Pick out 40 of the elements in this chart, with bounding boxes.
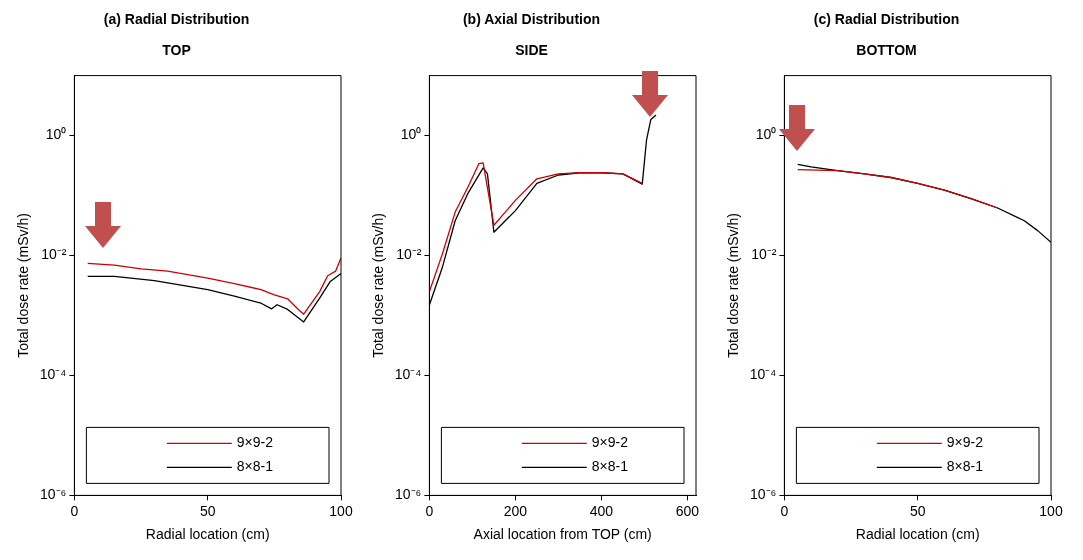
chart-subtitle: SIDE xyxy=(515,42,548,59)
chart-subtitle: BOTTOM xyxy=(856,42,917,59)
y-tick-label: 10⁰ xyxy=(755,126,777,143)
x-tick-label: 100 xyxy=(1039,502,1063,519)
x-tick-label: 0 xyxy=(425,502,434,519)
chart-title: (b) Axial Distribution xyxy=(462,11,601,28)
legend-label: 8×8-1 xyxy=(591,458,629,475)
legend-label: 8×8-1 xyxy=(236,458,274,475)
x-axis-title: Axial location from TOP (cm) xyxy=(473,526,652,543)
x-tick-label: 200 xyxy=(503,502,528,519)
y-tick-label: 10⁻⁴ xyxy=(749,366,777,383)
x-tick-label: 0 xyxy=(780,502,789,519)
chart-title: (c) Radial Distribution xyxy=(813,11,960,28)
x-tick-label: 50 xyxy=(199,502,216,519)
y-tick-label: 10⁻⁴ xyxy=(394,366,422,383)
x-tick-label: 600 xyxy=(675,502,700,519)
y-tick-label: 10⁻² xyxy=(41,246,67,263)
chart-subtitle: TOP xyxy=(162,42,191,59)
legend-label: 9×9-2 xyxy=(591,434,629,451)
y-axis-title: Total dose rate (mSv/h) xyxy=(370,213,387,358)
x-tick-label: 400 xyxy=(589,502,614,519)
chart-title: (a) Radial Distribution xyxy=(103,11,250,28)
x-axis-title: Radial location (cm) xyxy=(855,526,980,543)
y-axis-title: Total dose rate (mSv/h) xyxy=(725,213,742,358)
x-axis-title: Radial location (cm) xyxy=(145,526,270,543)
x-tick-label: 100 xyxy=(329,502,353,519)
legend-label: 9×9-2 xyxy=(236,434,274,451)
x-tick-label: 0 xyxy=(70,502,79,519)
y-tick-label: 10⁻⁶ xyxy=(750,486,777,503)
x-tick-label: 50 xyxy=(909,502,926,519)
y-tick-label: 10⁻² xyxy=(751,246,777,263)
y-tick-label: 10⁻⁶ xyxy=(40,486,67,503)
legend-label: 8×8-1 xyxy=(946,458,984,475)
y-tick-label: 10⁰ xyxy=(45,126,67,143)
legend-label: 9×9-2 xyxy=(946,434,984,451)
y-axis-title: Total dose rate (mSv/h) xyxy=(15,213,32,358)
y-tick-label: 10⁻² xyxy=(396,246,422,263)
y-tick-label: 10⁻⁴ xyxy=(39,366,67,383)
y-tick-label: 10⁰ xyxy=(400,126,422,143)
y-tick-label: 10⁻⁶ xyxy=(395,486,422,503)
